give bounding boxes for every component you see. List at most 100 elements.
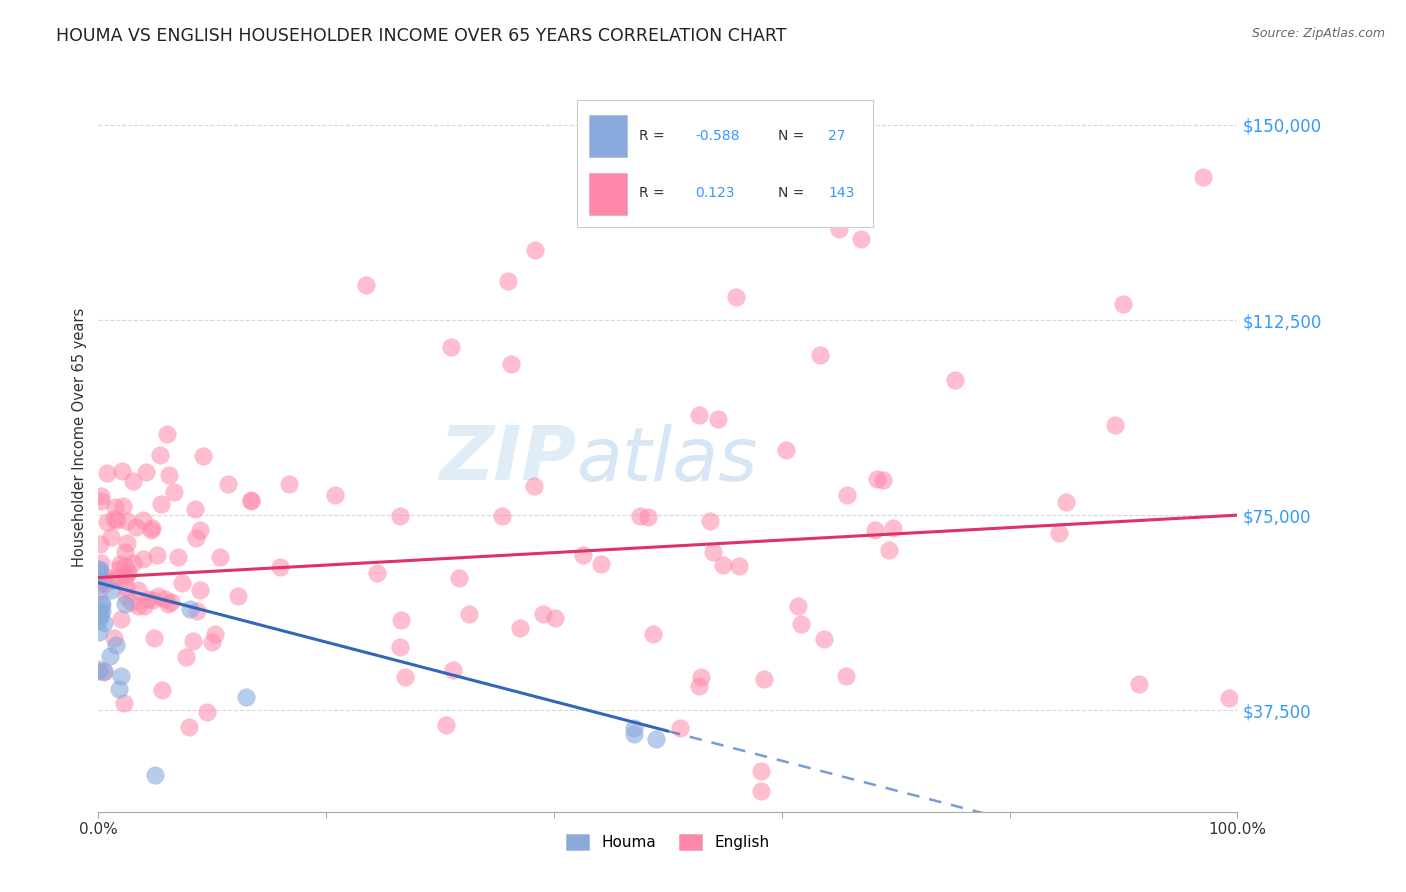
Point <box>278 477 301 491</box>
Point <box>447 571 470 585</box>
Point <box>188 524 211 538</box>
Point <box>389 509 412 524</box>
Point <box>835 669 858 683</box>
Point <box>91 597 114 611</box>
Point <box>117 566 139 580</box>
Point <box>440 340 463 354</box>
Point <box>120 595 142 609</box>
Point <box>167 549 190 564</box>
Point <box>89 572 111 586</box>
Point <box>389 613 412 627</box>
Point <box>669 721 692 735</box>
Point <box>114 571 136 585</box>
Point <box>127 599 149 614</box>
Point <box>1128 677 1150 691</box>
Point <box>96 467 118 481</box>
Point <box>725 289 748 303</box>
Point <box>170 575 193 590</box>
Point <box>93 664 115 679</box>
Point <box>543 611 565 625</box>
Point <box>591 558 613 572</box>
Text: Source: ZipAtlas.com: Source: ZipAtlas.com <box>1251 27 1385 40</box>
Point <box>104 500 127 514</box>
Point <box>531 607 554 622</box>
Point <box>441 663 464 677</box>
Point <box>877 543 900 558</box>
Point <box>89 605 111 619</box>
Point <box>269 560 291 574</box>
Point <box>623 726 645 740</box>
Point <box>498 274 520 288</box>
Point <box>141 521 163 535</box>
Point <box>1047 526 1070 541</box>
Point <box>195 705 218 719</box>
Point <box>623 722 645 736</box>
Point <box>93 569 115 583</box>
Point <box>90 494 112 508</box>
Point <box>122 474 145 488</box>
Point <box>702 544 724 558</box>
Point <box>107 562 129 576</box>
Point <box>808 348 831 362</box>
Point <box>108 557 131 571</box>
Point <box>101 573 124 587</box>
Point <box>87 625 110 640</box>
Point <box>188 583 211 598</box>
Text: ZIP: ZIP <box>440 423 576 496</box>
Point <box>235 690 257 705</box>
Point <box>93 665 115 679</box>
Point <box>87 562 110 576</box>
Point <box>179 602 201 616</box>
Point <box>125 520 148 534</box>
Point <box>146 589 169 603</box>
Point <box>146 548 169 562</box>
Legend: Houma, English: Houma, English <box>560 829 776 856</box>
Point <box>628 509 651 524</box>
Point <box>150 682 173 697</box>
Point <box>240 492 263 507</box>
Point <box>90 597 112 611</box>
Point <box>787 599 810 614</box>
Point <box>132 599 155 613</box>
Point <box>145 768 167 782</box>
Point <box>98 648 121 663</box>
Point <box>872 473 894 487</box>
Point <box>108 681 131 696</box>
Point <box>813 632 835 646</box>
Y-axis label: Householder Income Over 65 years: Householder Income Over 65 years <box>72 308 87 566</box>
Point <box>87 565 110 579</box>
Point <box>103 632 125 646</box>
Point <box>115 535 138 549</box>
Point <box>114 597 136 611</box>
Point <box>111 464 134 478</box>
Point <box>641 627 664 641</box>
Point <box>1104 417 1126 432</box>
Point <box>1111 297 1133 311</box>
Point <box>155 427 177 442</box>
Point <box>1054 495 1077 509</box>
Point <box>434 717 457 731</box>
Point <box>121 556 143 570</box>
Point <box>835 487 858 501</box>
Point <box>114 580 136 594</box>
Point <box>100 583 122 598</box>
Point <box>90 604 112 618</box>
Point <box>87 578 110 592</box>
Point <box>217 477 239 491</box>
Point <box>112 696 135 710</box>
Point <box>828 222 851 236</box>
Point <box>1192 169 1215 184</box>
Point <box>458 607 481 621</box>
Point <box>93 615 115 630</box>
Point <box>688 679 710 693</box>
Point <box>707 412 730 426</box>
Point <box>186 604 208 618</box>
Point <box>204 626 226 640</box>
Point <box>201 635 224 649</box>
Point <box>184 501 207 516</box>
Point <box>105 513 128 527</box>
Point <box>115 515 138 529</box>
Point <box>509 621 531 635</box>
Point <box>689 670 711 684</box>
Point <box>110 669 132 683</box>
